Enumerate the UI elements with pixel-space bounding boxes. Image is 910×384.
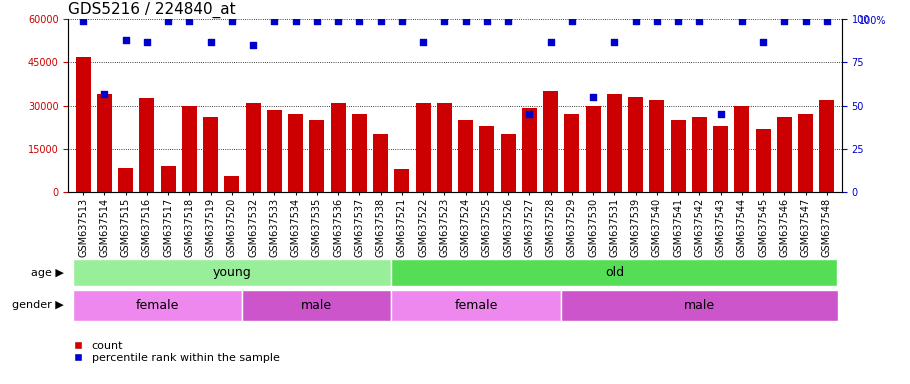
Point [373, 18, 388, 24]
Point [182, 18, 197, 24]
Bar [777, 117, 792, 192]
Bar [76, 57, 91, 192]
Point [713, 111, 728, 118]
Bar [628, 97, 643, 192]
Point [607, 39, 622, 45]
Bar [225, 176, 239, 192]
Point [798, 18, 813, 24]
Text: GDS5216 / 224840_at: GDS5216 / 224840_at [68, 2, 236, 18]
Point [564, 18, 579, 24]
Bar [713, 126, 728, 192]
Point [543, 39, 558, 45]
Bar [543, 91, 558, 192]
Bar [161, 166, 176, 192]
Bar [246, 103, 260, 192]
Bar [373, 134, 388, 192]
Point [395, 18, 410, 24]
Point [756, 39, 771, 45]
Point [459, 18, 473, 24]
Point [309, 18, 324, 24]
Bar [352, 114, 367, 192]
Bar [391, 259, 837, 286]
Point [820, 18, 834, 24]
Bar [267, 110, 282, 192]
Point [480, 18, 494, 24]
Bar [203, 117, 218, 192]
Text: young: young [213, 266, 251, 279]
Bar [73, 290, 242, 321]
Bar [734, 106, 749, 192]
Bar [671, 120, 685, 192]
Point [437, 18, 451, 24]
Point [734, 18, 749, 24]
Bar [309, 120, 324, 192]
Point [97, 91, 112, 97]
Point [522, 111, 537, 118]
Bar [522, 109, 537, 192]
Bar [480, 126, 494, 192]
Point [352, 18, 367, 24]
Point [501, 18, 515, 24]
Text: male: male [301, 299, 332, 312]
Point [777, 18, 792, 24]
Y-axis label: 100%: 100% [859, 16, 886, 26]
Bar [242, 290, 391, 321]
Bar [692, 117, 707, 192]
Text: female: female [136, 299, 179, 312]
Bar [391, 290, 561, 321]
Text: male: male [683, 299, 715, 312]
Point [139, 39, 154, 45]
Point [225, 18, 239, 24]
Bar [182, 106, 197, 192]
Bar [459, 120, 473, 192]
Point [161, 18, 176, 24]
Point [331, 18, 346, 24]
Bar [819, 100, 834, 192]
Point [118, 37, 133, 43]
Bar [139, 98, 155, 192]
Point [268, 18, 282, 24]
Bar [330, 103, 346, 192]
Bar [607, 94, 622, 192]
Point [288, 18, 303, 24]
Text: age ▶: age ▶ [31, 268, 64, 278]
Bar [73, 259, 391, 286]
Text: old: old [605, 266, 624, 279]
Point [671, 18, 685, 24]
Point [628, 18, 642, 24]
Point [203, 39, 217, 45]
Bar [394, 169, 410, 192]
Bar [416, 103, 430, 192]
Bar [288, 114, 303, 192]
Bar [118, 167, 133, 192]
Bar [798, 114, 813, 192]
Bar [97, 94, 112, 192]
Point [586, 94, 601, 100]
Point [416, 39, 430, 45]
Bar [755, 129, 771, 192]
Bar [437, 103, 451, 192]
Bar [650, 100, 664, 192]
Bar [561, 290, 837, 321]
Bar [586, 106, 601, 192]
Point [693, 18, 707, 24]
Bar [564, 114, 580, 192]
Text: female: female [455, 299, 498, 312]
Text: gender ▶: gender ▶ [12, 300, 64, 310]
Bar [501, 134, 516, 192]
Point [650, 18, 664, 24]
Point [76, 18, 90, 24]
Point [246, 42, 260, 48]
Legend: count, percentile rank within the sample: count, percentile rank within the sample [74, 341, 279, 363]
